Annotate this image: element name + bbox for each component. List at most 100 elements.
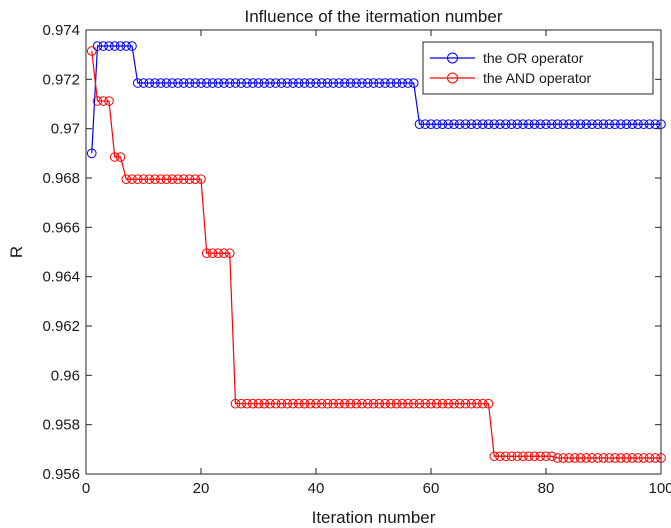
data-point [569,119,580,130]
data-point [242,78,252,88]
data-point [621,119,632,130]
data-point [374,78,385,88]
data-point [293,78,304,88]
y-tick-label: 0.97 [51,121,80,138]
series-layer [86,41,666,463]
data-point [581,453,592,463]
data-point [138,78,149,88]
data-point [322,78,333,88]
data-point [92,96,103,106]
data-point [219,248,229,259]
data-point [391,398,402,409]
data-point [247,78,258,88]
data-point [299,398,310,409]
data-point [207,248,218,259]
data-point [644,453,655,463]
data-point [523,451,534,462]
data-point [178,78,189,88]
data-point [403,398,413,409]
data-point [512,119,523,130]
data-point [546,451,557,462]
chart-title: Influence of the itermation number [245,7,503,26]
data-point [523,119,534,130]
data-point [426,398,436,409]
data-point [230,398,241,409]
data-point [138,174,149,185]
data-point [253,78,264,88]
data-point [322,398,333,409]
data-point [167,78,178,88]
data-point [196,78,206,88]
data-point [362,398,373,409]
data-point [380,398,390,409]
data-point [495,119,505,130]
data-point [564,453,574,463]
data-point [282,398,293,409]
data-point [552,453,563,463]
data-point [368,398,379,409]
data-point [236,398,247,409]
data-point [592,119,603,130]
data-point [403,78,413,88]
data-point [86,148,97,159]
data-point [155,174,166,185]
legend-label: the AND operator [483,70,592,86]
data-point [483,119,494,130]
data-point [127,174,137,185]
data-point [518,451,528,462]
data-point [86,46,97,56]
data-point [92,41,103,51]
series-line [91,45,661,154]
data-point [443,398,454,409]
y-tick-label: 0.968 [42,170,80,187]
data-point [127,41,137,51]
data-point [397,398,408,409]
data-point [339,78,350,88]
data-point [201,248,212,259]
data-point [500,119,511,130]
data-point [495,451,505,462]
data-point [460,398,471,409]
data-point [288,78,298,88]
y-tick-label: 0.966 [42,219,80,236]
data-point [219,78,229,88]
data-point [104,41,114,51]
data-point [431,119,442,130]
data-point [638,453,649,463]
series-and-operator [86,46,666,463]
data-point [196,174,206,185]
data-point [144,78,155,88]
data-point [627,119,638,130]
y-tick-label: 0.974 [42,22,80,39]
data-point [184,174,195,185]
data-point [144,174,155,185]
legend-marker-icon [447,52,458,64]
data-point [150,174,160,185]
data-point [380,78,390,88]
data-point [311,78,321,88]
data-point [385,398,396,409]
x-tick-label: 40 [308,480,325,497]
data-point [259,398,270,409]
data-point [121,41,132,51]
data-point [633,453,643,463]
data-point [368,78,379,88]
data-point [242,398,252,409]
data-point [115,152,126,162]
data-point [253,398,264,409]
data-point [190,78,201,88]
data-point [529,451,540,462]
data-point [598,453,609,463]
data-point [420,119,431,130]
data-point [98,41,109,51]
data-point [621,453,632,463]
data-point [529,119,540,130]
data-point [270,78,281,88]
data-point [506,119,517,130]
data-point [305,78,316,88]
data-point [449,119,459,130]
data-point [604,453,615,463]
y-tick-labels: 0.956 0.958 0.96 0.962 0.964 0.966 0.968 0.97 0.… [42,22,80,483]
data-point [472,398,482,409]
data-point [408,78,419,88]
